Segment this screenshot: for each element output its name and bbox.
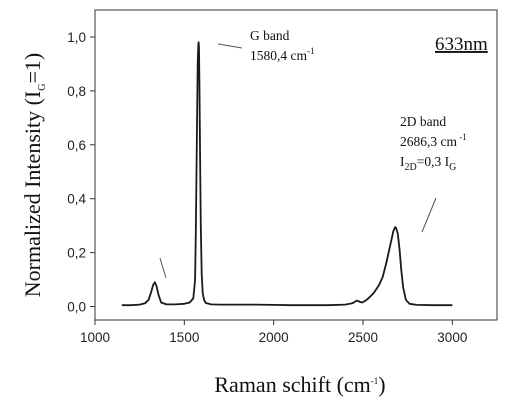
x-tick-label: 1000 (80, 330, 110, 345)
g-band-label-line-0: G band (250, 28, 290, 43)
2d-band-leader (421, 197, 437, 233)
g-band-leader (217, 43, 243, 49)
tick-group: 1000 1500 2000 2500 3000 0,0 0,2 0,4 0,6 0,8 1,0 (67, 30, 467, 345)
g-band-label-line-1: 1580,4 cm-1 (250, 46, 315, 63)
y-tick-label: 0,8 (67, 84, 86, 99)
x-tick-label: 2500 (348, 330, 378, 345)
annotation-group: G band 1580,4 cm-1 2D band 2686,3 cm -1 I2D=… (159, 28, 467, 279)
y-tick-label: 0,6 (67, 138, 86, 153)
x-tick-label: 3000 (437, 330, 467, 345)
axes (94, 9, 498, 321)
plot-frame (94, 9, 498, 321)
laser-wavelength-label: 633nm (435, 34, 488, 55)
series-group (121, 41, 453, 307)
d-band-leader (159, 257, 167, 279)
2d-band-label-line-2: I2D=0,3 IG (400, 154, 456, 173)
y-axis-title: Normalized Intensity (IG=1) (20, 53, 48, 297)
y-tick-label: 0,4 (67, 192, 86, 207)
y-tick-label: 0,2 (67, 246, 86, 261)
x-axis-title: Raman schift (cm-1) (214, 372, 385, 397)
2d-band-label-line-0: 2D band (400, 114, 446, 129)
y-tick-label: 1,0 (67, 30, 86, 45)
spectrum-line-0 (121, 41, 453, 307)
y-tick-label: 0,0 (67, 300, 86, 315)
x-tick-label: 2000 (259, 330, 289, 345)
2d-band-label-line-1: 2686,3 cm -1 (400, 132, 467, 149)
x-tick-label: 1500 (169, 330, 199, 345)
